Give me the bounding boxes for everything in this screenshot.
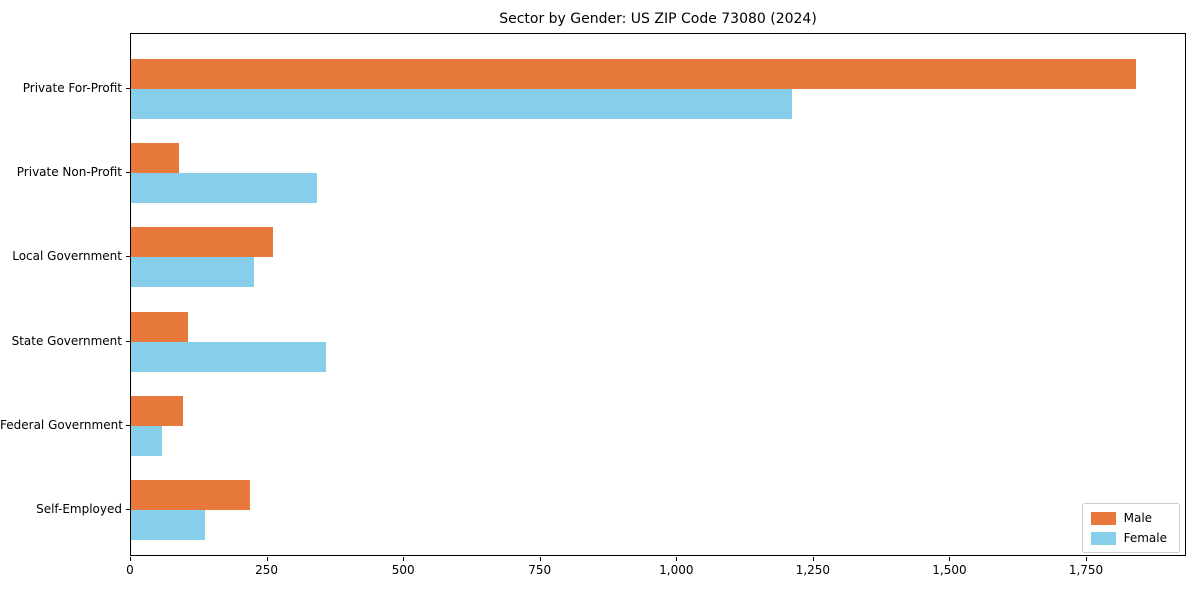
x-tick-mark — [539, 557, 541, 561]
x-tick-mark — [130, 557, 131, 561]
legend-item-female: Female — [1090, 531, 1167, 545]
bar-male-1 — [131, 59, 1137, 89]
y-tick-mark — [126, 256, 130, 258]
y-tick-mark — [126, 424, 130, 426]
y-tick-label: Private For-Profit — [22, 81, 122, 95]
bar-female-2 — [131, 173, 318, 204]
plot-area — [130, 33, 1186, 556]
x-tick-mark — [266, 557, 268, 561]
x-tick-label: 1,500 — [932, 563, 967, 577]
female-series-swatch — [1090, 531, 1116, 545]
x-tick-label: 500 — [391, 563, 415, 577]
legend: Male Female — [1081, 503, 1180, 553]
x-tick-mark — [676, 557, 678, 561]
x-tick-label: 250 — [255, 563, 279, 577]
legend-label-female: Female — [1123, 531, 1167, 545]
x-tick-label: 1,000 — [659, 563, 694, 577]
bar-female-3 — [131, 257, 255, 288]
y-tick-mark — [126, 88, 130, 89]
bar-female-4 — [131, 341, 327, 372]
legend-item-male: Male — [1090, 511, 1167, 525]
bar-male-6 — [131, 480, 251, 510]
bar-female-5 — [131, 425, 163, 456]
x-tick-mark — [812, 557, 814, 561]
x-tick-label: 750 — [528, 563, 552, 577]
y-tick-label: Federal Government — [0, 417, 123, 432]
x-tick-mark — [1086, 557, 1088, 561]
y-tick-mark — [126, 172, 130, 174]
x-tick-mark — [403, 557, 405, 561]
y-tick-mark — [126, 340, 130, 342]
x-tick-label: 0 — [126, 563, 134, 577]
y-tick-label: Local Government — [12, 249, 122, 264]
bar-male-2 — [131, 143, 180, 174]
x-tick-label: 1,750 — [1068, 563, 1104, 577]
y-tick-label: State Government — [11, 333, 122, 348]
y-tick-label: Private Non-Profit — [16, 165, 122, 180]
bar-male-4 — [131, 311, 189, 342]
y-tick-mark — [126, 509, 130, 510]
legend-label-male: Male — [1123, 511, 1153, 525]
bar-female-6 — [131, 510, 205, 540]
y-tick-label: Self-Employed — [36, 502, 122, 516]
x-tick-label: 1,250 — [795, 563, 831, 577]
bar-female-1 — [131, 89, 793, 119]
chart-title: Sector by Gender: US ZIP Code 73080 (202… — [499, 11, 817, 27]
bar-male-5 — [131, 395, 184, 426]
male-series-swatch — [1090, 511, 1116, 525]
x-tick-mark — [949, 557, 951, 561]
bar-male-3 — [131, 227, 274, 258]
